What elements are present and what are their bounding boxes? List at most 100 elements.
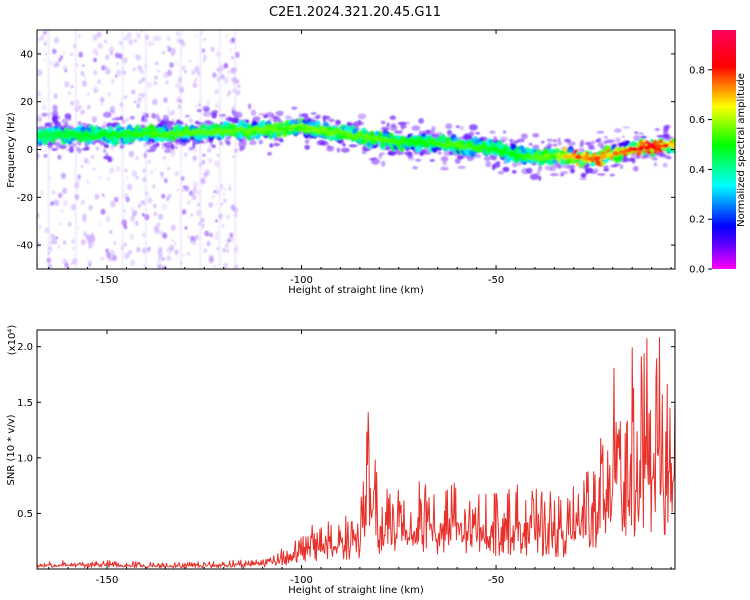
spectrogram-noise-blob [37,263,40,267]
spectrogram-halo-blob [319,140,329,146]
spectrogram-halo-blob [597,137,602,143]
spectrogram-ridge-blob [122,133,127,139]
spectrogram-x-axis-label: Height of straight line (km) [288,285,424,296]
spectrogram-ridge-blob [533,152,538,158]
spectrogram-noise-streak [179,30,182,269]
spectrogram-halo-blob [400,127,404,131]
spectrogram-halo-blob [280,139,284,143]
spectrogram-noise-blob [166,36,171,42]
spectrogram-noise-blob [225,243,229,249]
spectrogram-noise-blob [202,224,204,227]
spectrogram-noise-blob [182,254,185,257]
spectrogram-noise-blob [42,48,46,52]
spectrogram-noise-blob [202,54,208,60]
spectrogram-noise-blob [235,89,241,96]
spectrogram-halo-blob [469,131,474,138]
colorbar-tick-label: 0.4 [689,165,705,176]
spectrogram-noise-blob [162,265,167,269]
spectrogram-halo-blob [476,154,482,159]
spectrogram-noise-blob [75,177,81,184]
spectrogram-noise-blob [90,236,96,243]
spectrogram-noise-blob [184,70,187,73]
spectrogram-noise-blob [128,150,135,158]
spectrogram-halo-blob [457,165,466,169]
spectrogram-halo-blob [411,125,421,131]
spectrogram-noise-blob [53,93,58,99]
spectrogram-halo-blob [389,115,396,120]
spectrogram-peak-blob [649,144,657,150]
spectrogram-noise-blob [97,42,103,50]
spectrogram-noise-blob [182,185,185,189]
spectrogram-y-tick-label: 20 [20,97,33,108]
spectrogram-halo-blob [348,144,358,148]
spectrogram-noise-blob [41,104,47,111]
spectrogram-halo-blob [119,115,124,121]
spectrogram-noise-blob [191,194,197,201]
spectrogram-halo-blob [454,158,461,164]
spectrogram-noise-blob [136,247,141,253]
spectrogram-noise-blob [98,175,102,180]
spectrogram-noise-blob [223,62,229,69]
spectrogram-noise-blob [52,48,57,55]
spectrogram-noise-blob [50,233,56,240]
spectrogram-noise-blob [195,104,198,108]
spectrogram-noise-blob [110,78,115,84]
spectrogram-halo-blob [552,143,558,147]
spectrogram-noise-blob [191,70,196,75]
spectrogram-halo-blob [304,144,311,150]
spectrogram-noise-blob [201,226,204,230]
spectrogram-noise-blob [100,255,105,261]
spectrogram-halo-blob [188,146,194,151]
spectrogram-noise-blob [208,157,213,164]
spectrogram-noise-blob [227,69,232,75]
spectrogram-y-tick-label: 40 [20,49,33,60]
spectrogram-noise-blob [123,209,126,213]
spectrogram-noise-blob [229,232,234,238]
spectrogram-noise-blob [163,178,168,184]
spectrogram-halo-blob [75,146,80,152]
spectrogram-noise-blob [78,34,81,39]
spectrogram-halo-blob [144,112,149,119]
snr-marks [37,336,675,569]
spectrogram-halo-blob [585,167,594,174]
spectrogram-halo-blob [391,123,396,128]
spectrogram-noise-blob [223,198,227,203]
spectrogram-noise-blob [52,104,58,112]
spectrogram-noise-blob [115,115,118,118]
spectrogram-halo-blob [483,155,491,162]
spectrogram-noise-blob [215,219,218,223]
spectrogram-ridge-blob [78,130,83,137]
spectrogram-halo-blob [267,151,272,156]
spectrogram-halo-blob [596,130,605,134]
spectrogram-halo-blob [502,130,507,134]
spectrogram-noise-blob [226,249,230,253]
spectrogram-noise-blob [213,264,217,268]
spectrogram-noise-blob [176,188,179,192]
spectrogram-halo-blob [326,144,331,150]
spectrogram-peak-blob [637,146,645,151]
spectrogram-noise-blob [192,240,197,246]
spectrogram-marks [37,30,675,269]
spectrogram-noise-blob [186,199,191,205]
spectrogram-noise-blob [215,185,218,188]
spectrogram-noise-blob [93,69,98,76]
spectrogram-peak-blob [612,151,620,156]
spectrogram-noise-blob [38,224,42,230]
spectrogram-noise-blob [220,186,224,191]
spectrogram-noise-blob [97,79,102,85]
spectrogram-noise-blob [70,52,74,57]
spectrogram-halo-blob [497,170,505,175]
spectrogram-halo-blob [429,159,436,162]
spectrogram-halo-blob [202,111,212,117]
spectrogram-noise-blob [43,31,46,35]
spectrogram-noise-blob [153,211,158,217]
spectrogram-halo-blob [44,122,50,127]
spectrogram-halo-blob [418,118,424,124]
spectrogram-noise-blob [215,203,218,206]
spectrogram-noise-blob [190,213,193,217]
spectrogram-halo-blob [580,172,587,178]
spectrogram-noise-blob [130,207,135,212]
spectrogram-halo-blob [614,137,621,143]
spectrogram-halo-blob [440,166,449,171]
spectrogram-noise-blob [147,81,153,89]
